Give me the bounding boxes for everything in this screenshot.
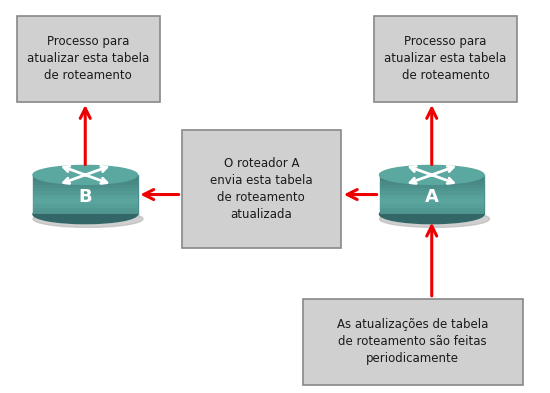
Polygon shape	[33, 198, 138, 201]
Ellipse shape	[379, 205, 484, 224]
Text: A: A	[425, 187, 439, 206]
Ellipse shape	[379, 165, 484, 184]
FancyBboxPatch shape	[16, 16, 160, 102]
Polygon shape	[379, 178, 484, 182]
Polygon shape	[33, 178, 138, 182]
Text: Processo para
atualizar esta tabela
de roteamento: Processo para atualizar esta tabela de r…	[384, 35, 507, 83]
Text: B: B	[79, 187, 92, 206]
Polygon shape	[379, 175, 484, 178]
Text: Processo para
atualizar esta tabela
de roteamento: Processo para atualizar esta tabela de r…	[27, 35, 149, 83]
Polygon shape	[379, 195, 484, 198]
Polygon shape	[379, 201, 484, 204]
Polygon shape	[33, 188, 138, 191]
Polygon shape	[379, 198, 484, 201]
Polygon shape	[379, 175, 484, 214]
Polygon shape	[379, 182, 484, 185]
Polygon shape	[379, 185, 484, 188]
Polygon shape	[33, 201, 138, 204]
Polygon shape	[33, 182, 138, 185]
Polygon shape	[379, 211, 484, 214]
Polygon shape	[379, 191, 484, 195]
Polygon shape	[379, 208, 484, 211]
Polygon shape	[33, 195, 138, 198]
Polygon shape	[33, 175, 138, 214]
Polygon shape	[379, 188, 484, 191]
Polygon shape	[33, 208, 138, 211]
Polygon shape	[33, 191, 138, 195]
Ellipse shape	[33, 205, 138, 224]
FancyBboxPatch shape	[302, 299, 522, 385]
Polygon shape	[33, 175, 138, 178]
Polygon shape	[33, 185, 138, 188]
Polygon shape	[33, 211, 138, 214]
Text: As atualizações de tabela
de roteamento são feitas
periodicamente: As atualizações de tabela de roteamento …	[337, 318, 488, 365]
Ellipse shape	[379, 210, 490, 228]
Polygon shape	[379, 204, 484, 208]
Ellipse shape	[33, 210, 143, 228]
FancyBboxPatch shape	[182, 130, 341, 248]
Text: O roteador A
envia esta tabela
de roteamento
atualizada: O roteador A envia esta tabela de roteam…	[210, 157, 312, 220]
Ellipse shape	[33, 165, 138, 184]
FancyBboxPatch shape	[374, 16, 517, 102]
Polygon shape	[33, 204, 138, 208]
